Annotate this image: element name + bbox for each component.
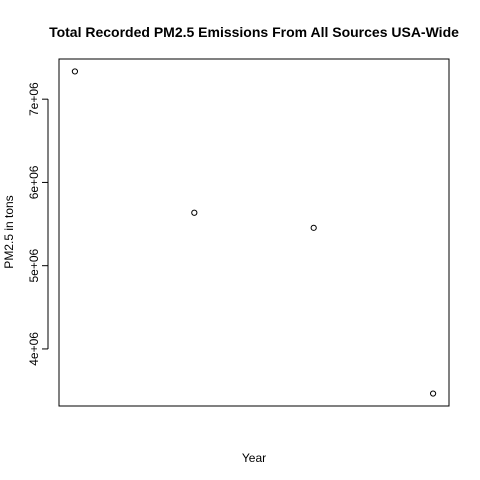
y-tick-label: 7e+06 [27, 82, 41, 116]
data-point [192, 210, 197, 215]
data-points [72, 69, 435, 396]
plot-frame [59, 59, 449, 406]
y-tick-label: 5e+06 [27, 249, 41, 283]
x-axis-label: Year [242, 451, 266, 465]
y-tick-label: 6e+06 [27, 165, 41, 199]
y-axis: 4e+06 5e+06 6e+06 7e+06 [27, 82, 48, 366]
y-axis-label: PM2.5 in tons [2, 195, 16, 268]
data-point [72, 69, 77, 74]
chart-title: Total Recorded PM2.5 Emissions From All … [49, 24, 459, 40]
y-tick-label: 4e+06 [27, 332, 41, 366]
data-point [311, 225, 316, 230]
data-point [430, 391, 435, 396]
